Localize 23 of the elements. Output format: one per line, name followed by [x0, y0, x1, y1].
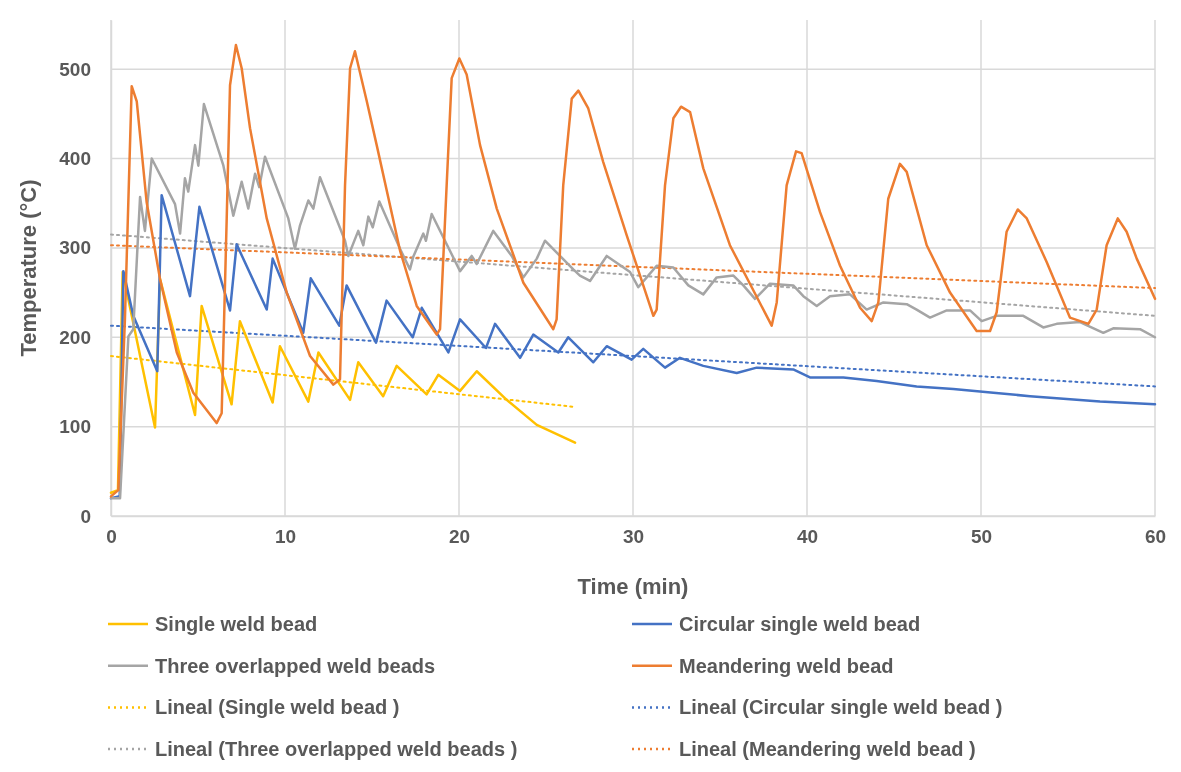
y-tick-label: 400	[59, 148, 91, 170]
legend-label: Lineal (Circular single weld bead )	[679, 696, 1003, 719]
x-tick-label: 60	[1144, 526, 1167, 548]
y-tick-label: 0	[80, 505, 91, 527]
y-axis-title: Temperature (°C)	[16, 179, 41, 357]
x-axis-title: Time (min)	[577, 574, 689, 599]
y-tick-label: 300	[59, 237, 91, 259]
x-tick-label: 40	[796, 526, 819, 548]
y-tick-label: 200	[59, 326, 91, 348]
legend-label: Lineal (Single weld bead )	[155, 696, 400, 719]
x-tick-label: 50	[970, 526, 993, 548]
legend-label: Circular single weld bead	[679, 613, 921, 635]
legend-label: Lineal (Three overlapped weld beads )	[155, 738, 518, 761]
legend-label: Lineal (Meandering weld bead )	[679, 738, 976, 761]
y-tick-label: 500	[59, 58, 91, 80]
x-tick-label: 10	[274, 526, 297, 548]
legend-label: Single weld bead	[155, 613, 318, 635]
x-tick-label: 0	[106, 526, 117, 548]
legend-label: Three overlapped weld beads	[155, 654, 436, 677]
y-tick-label: 100	[59, 416, 91, 438]
x-tick-label: 30	[622, 526, 645, 548]
legend-label: Meandering weld bead	[679, 654, 894, 677]
x-tick-label: 20	[448, 526, 471, 548]
